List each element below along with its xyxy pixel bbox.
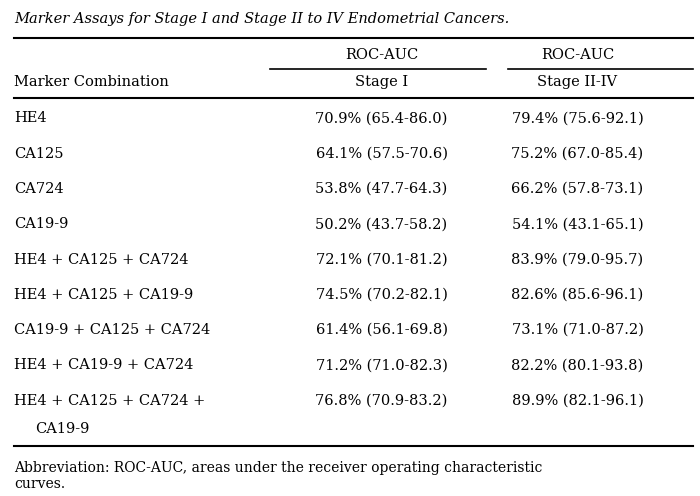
Text: 71.2% (71.0-82.3): 71.2% (71.0-82.3): [316, 359, 447, 372]
Text: 70.9% (65.4-86.0): 70.9% (65.4-86.0): [315, 111, 448, 125]
Text: CA125: CA125: [14, 147, 64, 161]
Text: 82.6% (85.6-96.1): 82.6% (85.6-96.1): [512, 288, 643, 302]
Text: 66.2% (57.8-73.1): 66.2% (57.8-73.1): [512, 182, 643, 196]
Text: HE4 + CA125 + CA19-9: HE4 + CA125 + CA19-9: [14, 288, 193, 302]
Text: 74.5% (70.2-82.1): 74.5% (70.2-82.1): [316, 288, 447, 302]
Text: Stage I: Stage I: [355, 75, 408, 89]
Text: HE4 + CA125 + CA724: HE4 + CA125 + CA724: [14, 252, 188, 266]
Text: HE4 + CA19-9 + CA724: HE4 + CA19-9 + CA724: [14, 359, 193, 372]
Text: CA19-9 + CA125 + CA724: CA19-9 + CA125 + CA724: [14, 323, 210, 337]
Text: 89.9% (82.1-96.1): 89.9% (82.1-96.1): [512, 394, 643, 408]
Text: 64.1% (57.5-70.6): 64.1% (57.5-70.6): [316, 147, 447, 161]
Text: 75.2% (67.0-85.4): 75.2% (67.0-85.4): [512, 147, 643, 161]
Text: HE4 + CA125 + CA724 +: HE4 + CA125 + CA724 +: [14, 394, 205, 408]
Text: 83.9% (79.0-95.7): 83.9% (79.0-95.7): [512, 252, 643, 266]
Text: 79.4% (75.6-92.1): 79.4% (75.6-92.1): [512, 111, 643, 125]
Text: 82.2% (80.1-93.8): 82.2% (80.1-93.8): [512, 359, 643, 372]
Text: CA19-9: CA19-9: [14, 217, 69, 231]
Text: 61.4% (56.1-69.8): 61.4% (56.1-69.8): [316, 323, 447, 337]
Text: Stage II-IV: Stage II-IV: [538, 75, 617, 89]
Text: CA724: CA724: [14, 182, 64, 196]
Text: CA19-9: CA19-9: [35, 422, 90, 436]
Text: 50.2% (43.7-58.2): 50.2% (43.7-58.2): [316, 217, 447, 231]
Text: HE4: HE4: [14, 111, 47, 125]
Text: 73.1% (71.0-87.2): 73.1% (71.0-87.2): [512, 323, 643, 337]
Text: 72.1% (70.1-81.2): 72.1% (70.1-81.2): [316, 252, 447, 266]
Text: Marker Assays for Stage I and Stage II to IV Endometrial Cancers.: Marker Assays for Stage I and Stage II t…: [14, 12, 510, 26]
Text: ROC-AUC: ROC-AUC: [345, 49, 418, 62]
Text: Marker Combination: Marker Combination: [14, 75, 169, 89]
Text: Abbreviation: ROC-AUC, areas under the receiver operating characteristic
curves.: Abbreviation: ROC-AUC, areas under the r…: [14, 461, 542, 491]
Text: 53.8% (47.7-64.3): 53.8% (47.7-64.3): [316, 182, 447, 196]
Text: 54.1% (43.1-65.1): 54.1% (43.1-65.1): [512, 217, 643, 231]
Text: 76.8% (70.9-83.2): 76.8% (70.9-83.2): [315, 394, 448, 408]
Text: ROC-AUC: ROC-AUC: [541, 49, 614, 62]
